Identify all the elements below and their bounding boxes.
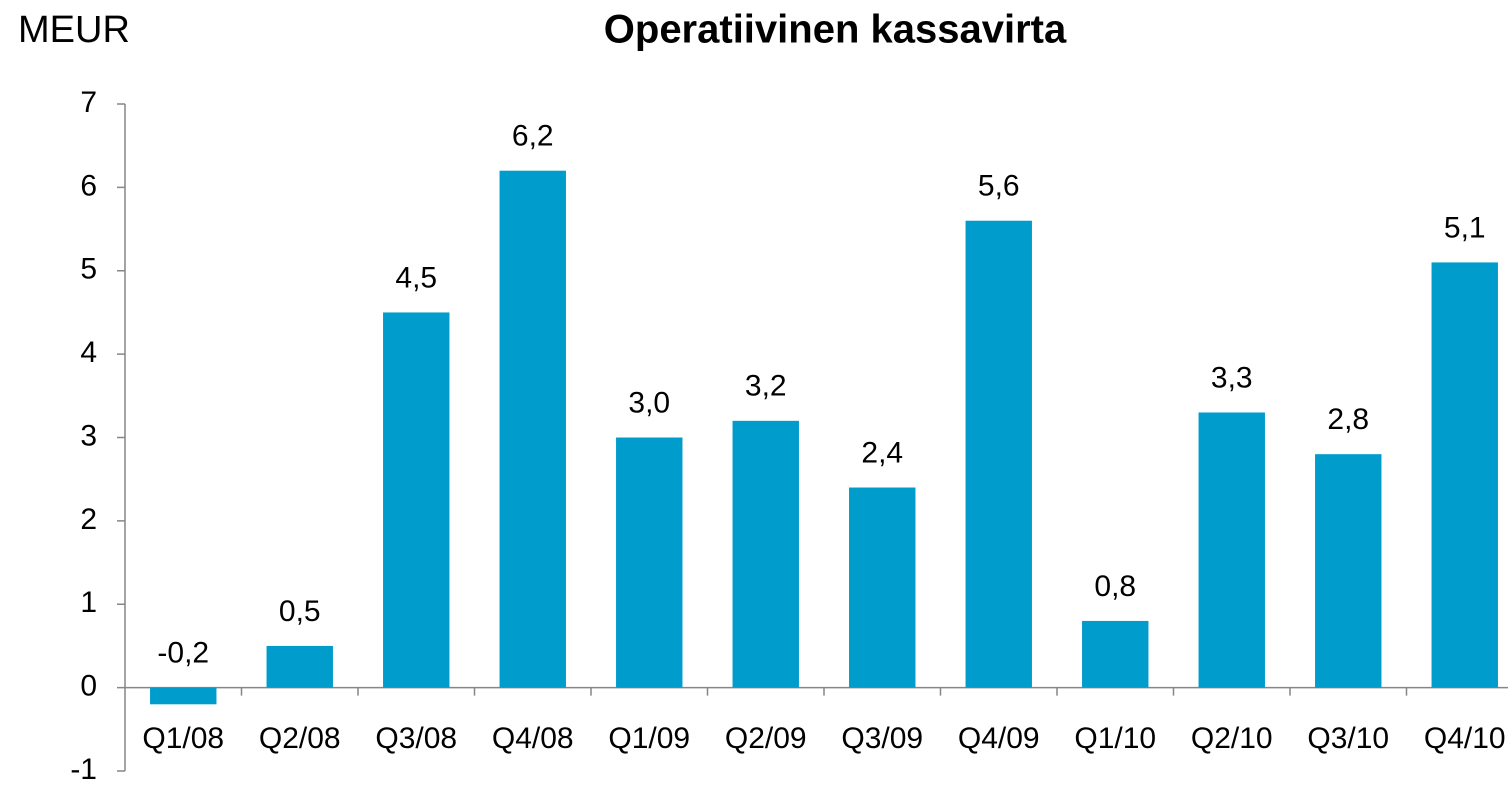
chart-title: Operatiivinen kassavirta <box>604 8 1067 52</box>
bar <box>1315 454 1382 688</box>
value-label: 5,6 <box>978 170 1020 203</box>
value-label: 5,1 <box>1444 211 1486 244</box>
bar <box>732 420 799 688</box>
y-axis-label: MEUR <box>18 9 130 51</box>
x-tick-label: Q2/08 <box>259 722 341 755</box>
bar <box>1198 412 1265 688</box>
bar <box>1082 620 1149 688</box>
y-tick-label: -1 <box>70 753 97 785</box>
x-tick-label: Q2/10 <box>1191 722 1273 755</box>
x-tick-label: Q2/09 <box>725 722 807 755</box>
bar <box>965 220 1032 688</box>
value-label: 0,5 <box>279 595 321 628</box>
value-label: 2,4 <box>861 436 903 469</box>
bar <box>266 645 333 688</box>
x-tick-label: Q4/10 <box>1424 722 1506 755</box>
y-tick-label: 1 <box>80 586 97 619</box>
bar <box>150 687 217 705</box>
x-tick-label: Q3/10 <box>1307 722 1389 755</box>
bar <box>616 437 683 688</box>
bar <box>383 312 450 688</box>
bar <box>849 487 916 688</box>
value-label: 3,2 <box>745 370 787 403</box>
x-tick-label: Q4/09 <box>958 722 1040 755</box>
y-tick-label: 7 <box>80 86 97 119</box>
value-label: 4,5 <box>395 261 437 294</box>
value-label: 0,8 <box>1094 570 1136 603</box>
x-tick-label: Q1/09 <box>608 722 690 755</box>
x-tick-label: Q1/10 <box>1074 722 1156 755</box>
y-tick-label: 4 <box>80 336 97 369</box>
value-label: 3,0 <box>628 386 670 419</box>
y-tick-label: 3 <box>80 419 97 452</box>
y-tick-label: 6 <box>80 169 97 202</box>
y-tick-label: 2 <box>80 503 97 536</box>
bar <box>499 170 566 688</box>
x-tick-label: Q4/08 <box>492 722 574 755</box>
value-label: 2,8 <box>1327 403 1369 436</box>
value-label: -0,2 <box>157 637 209 670</box>
x-tick-label: Q3/08 <box>375 722 457 755</box>
bar <box>1431 262 1498 688</box>
y-tick-label: 0 <box>80 670 97 703</box>
x-tick-label: Q1/08 <box>142 722 224 755</box>
y-tick-label: 5 <box>80 253 97 286</box>
value-label: 3,3 <box>1211 361 1253 394</box>
value-label: 6,2 <box>512 120 554 153</box>
x-tick-label: Q3/09 <box>841 722 923 755</box>
